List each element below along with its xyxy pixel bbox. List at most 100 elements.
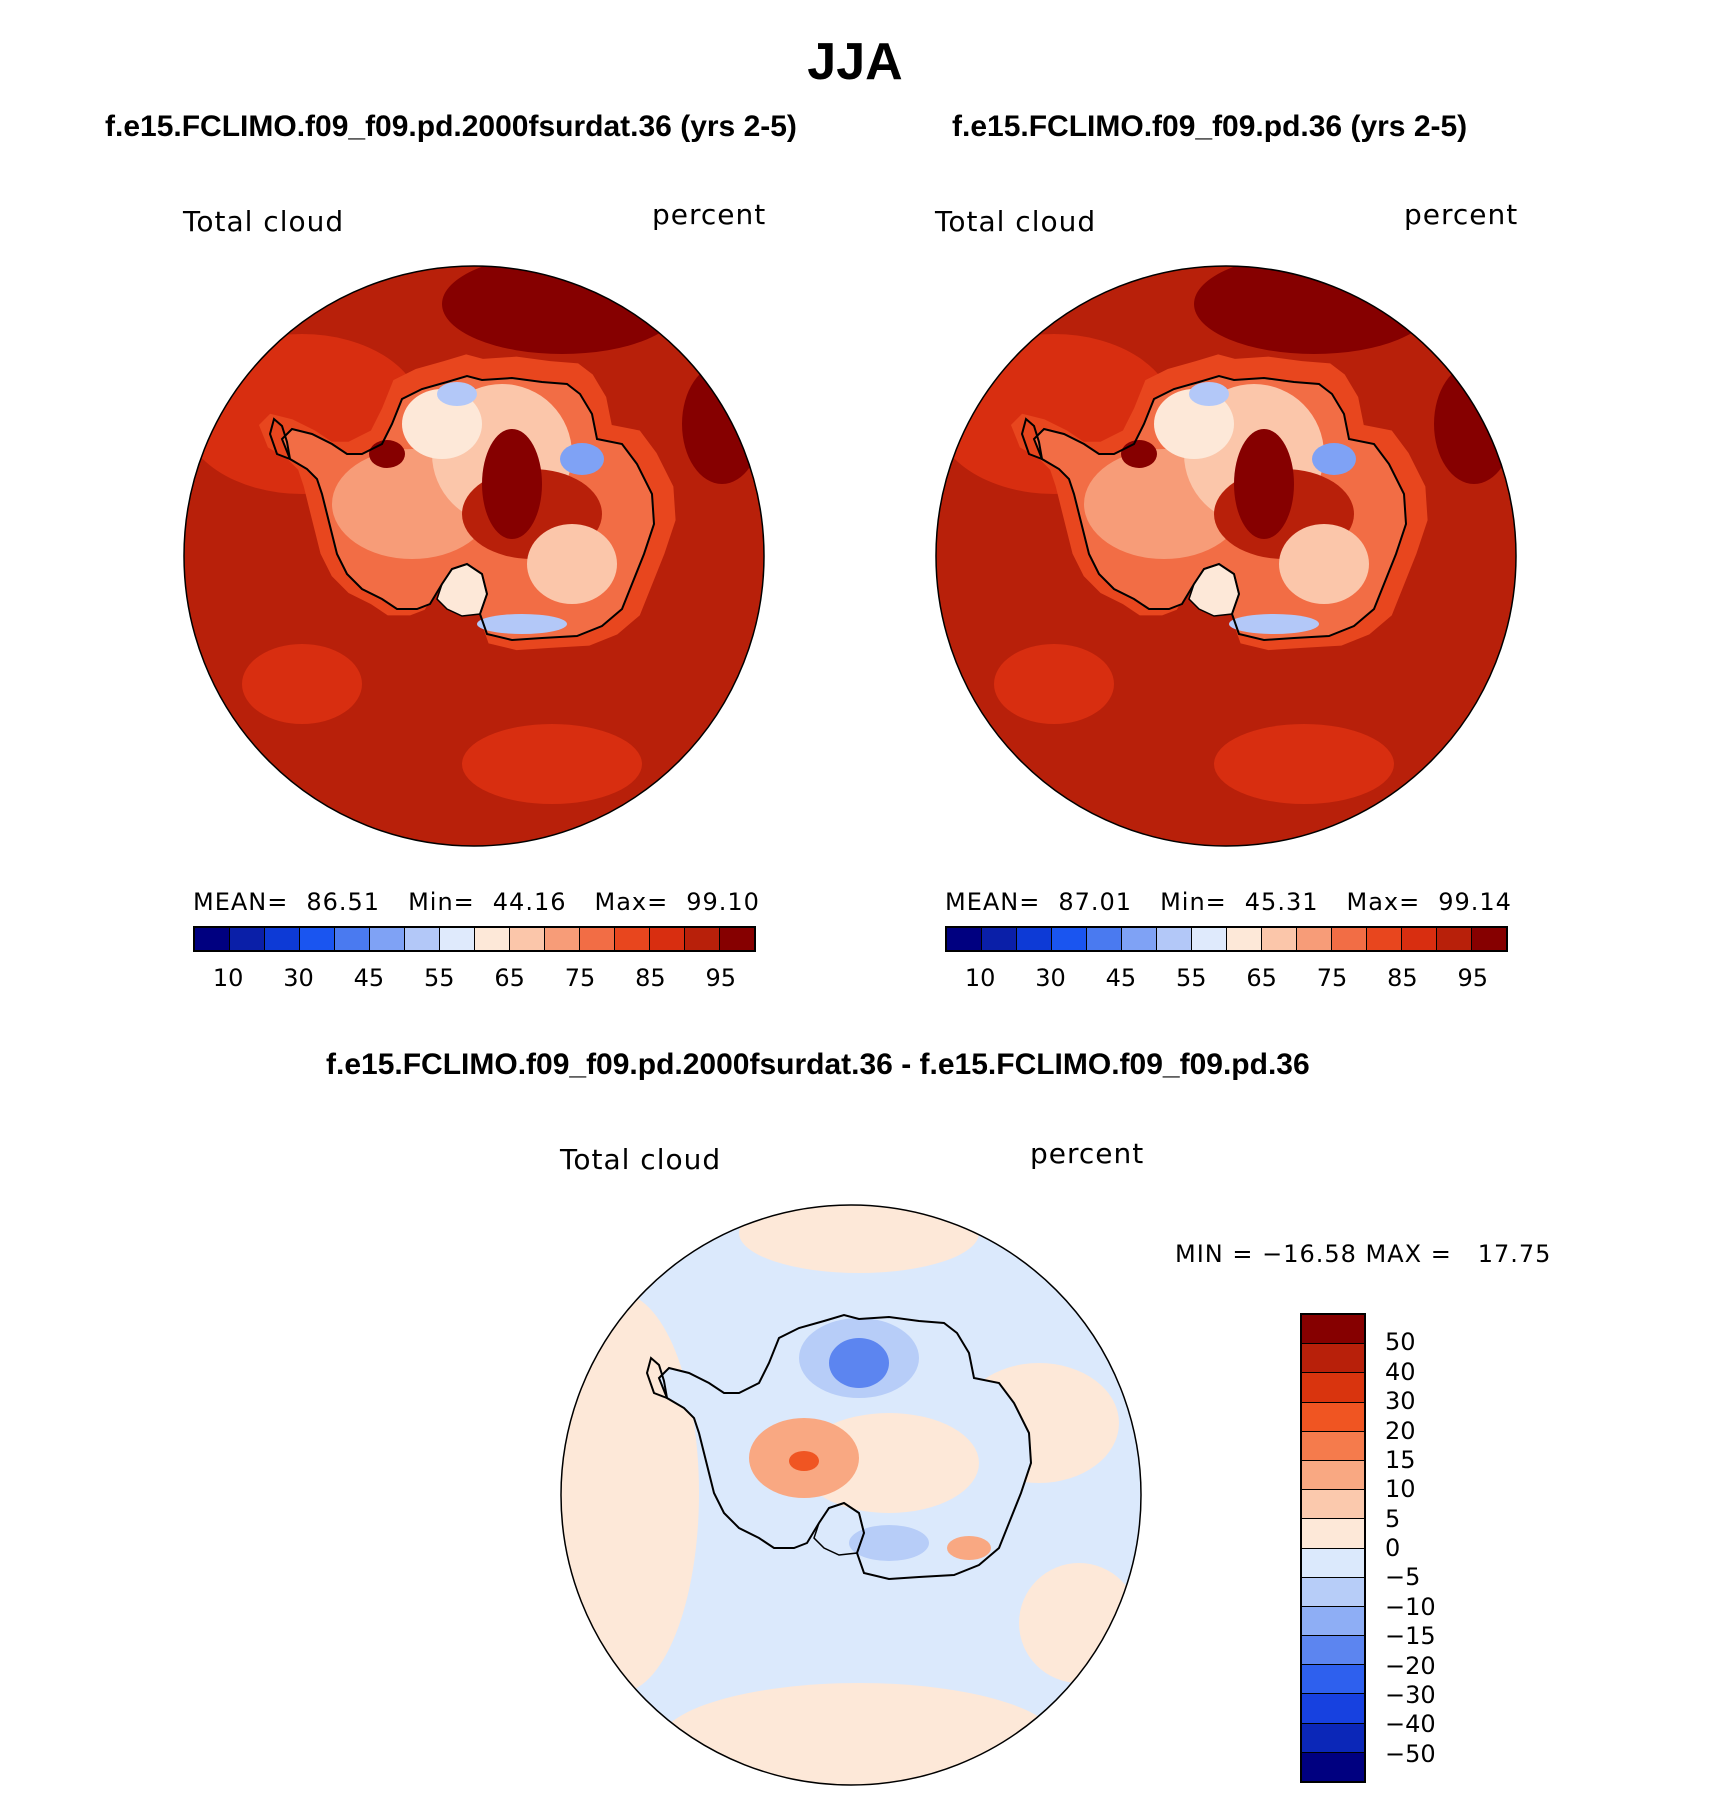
panel-2-title: f.e15.FCLIMO.f09_f09.pd.36 (yrs 2-5)	[952, 110, 1468, 143]
colorbar-swatch	[1262, 928, 1297, 950]
panel-2-map	[935, 265, 1517, 847]
colorbar-swatch	[1297, 928, 1332, 950]
colorbar-swatch	[1302, 1315, 1364, 1345]
colorbar-swatch	[1302, 1636, 1364, 1666]
colorbar-tick-label: 30	[283, 964, 314, 992]
diff-panel-variable-label: Total cloud	[560, 1143, 722, 1176]
colorbar-swatch	[720, 928, 754, 950]
colorbar-tick-label: 55	[1176, 964, 1207, 992]
colorbar-swatch	[1302, 1402, 1364, 1432]
colorbar-tick-label: 20	[1385, 1416, 1416, 1445]
colorbar-swatch	[1302, 1490, 1364, 1520]
figure-title: JJA	[807, 33, 903, 91]
colorbar-tick-label: −20	[1385, 1651, 1436, 1680]
colorbar-tick-label: −30	[1385, 1680, 1436, 1709]
colorbar-tick-label: 0	[1385, 1534, 1401, 1562]
colorbar-tick-label: 65	[1246, 964, 1277, 992]
colorbar-swatch	[1302, 1752, 1364, 1781]
panel-2-variable-label: Total cloud	[935, 205, 1097, 238]
panel-1-title: f.e15.FCLIMO.f09_f09.pd.2000fsurdat.36 (…	[105, 110, 797, 143]
panel-2-colorbar-ticks: 10 30 45 55 65 75 85 95	[945, 964, 1508, 994]
panel-1-units-label: percent	[652, 198, 767, 231]
colorbar-tick-label: 85	[635, 964, 666, 992]
colorbar-swatch	[1302, 1373, 1364, 1403]
panel-1-map	[183, 265, 765, 847]
panel-1-variable-label: Total cloud	[183, 205, 345, 238]
colorbar-tick-label: 55	[424, 964, 455, 992]
colorbar-swatch	[1302, 1460, 1364, 1491]
colorbar-swatch	[1302, 1431, 1364, 1461]
colorbar-tick-label: 10	[1385, 1475, 1416, 1504]
colorbar-swatch	[1367, 928, 1402, 950]
diff-panel-map	[560, 1204, 1142, 1786]
colorbar-tick-label: −50	[1385, 1739, 1436, 1768]
colorbar-tick-label: 75	[1316, 964, 1348, 992]
colorbar-tick-label: 30	[1385, 1387, 1416, 1416]
colorbar-swatch	[1332, 928, 1367, 950]
colorbar-swatch	[1087, 928, 1122, 950]
colorbar-tick-label: 45	[1105, 964, 1137, 992]
colorbar-swatch	[300, 928, 335, 950]
colorbar-swatch	[615, 928, 650, 950]
colorbar-swatch	[1402, 928, 1437, 950]
panel-2-stats: MEAN= 87.01 Min= 45.31 Max= 99.14	[945, 888, 1512, 916]
colorbar-swatch	[1052, 928, 1087, 950]
panel-2-colorbar	[945, 926, 1508, 952]
colorbar-swatch	[1302, 1548, 1364, 1578]
colorbar-tick-label: 30	[1035, 964, 1066, 992]
colorbar-tick-label: −40	[1385, 1710, 1436, 1739]
colorbar-swatch	[1192, 928, 1227, 950]
colorbar-swatch	[982, 928, 1017, 950]
colorbar-swatch	[405, 928, 440, 950]
colorbar-swatch	[1157, 928, 1192, 950]
diff-panel-title: f.e15.FCLIMO.f09_f09.pd.2000fsurdat.36 -…	[326, 1048, 1310, 1081]
colorbar-swatch	[335, 928, 370, 950]
colorbar-swatch	[947, 928, 982, 950]
colorbar-swatch	[1472, 928, 1506, 950]
diff-panel-minmax: MIN = −16.58 MAX = 17.75	[1175, 1240, 1552, 1268]
colorbar-tick-label: 40	[1385, 1357, 1416, 1386]
colorbar-swatch	[545, 928, 580, 950]
colorbar-tick-label: −15	[1385, 1622, 1436, 1651]
colorbar-tick-label: 95	[705, 964, 737, 992]
panel-2-units-label: percent	[1404, 198, 1519, 231]
colorbar-tick-label: −5	[1385, 1563, 1421, 1592]
panel-1-colorbar	[193, 926, 756, 952]
colorbar-tick-label: 50	[1385, 1328, 1416, 1357]
panel-1-stats: MEAN= 86.51 Min= 44.16 Max= 99.10	[193, 888, 760, 916]
colorbar-tick-label: 45	[353, 964, 385, 992]
colorbar-tick-label: 5	[1385, 1504, 1401, 1533]
colorbar-swatch	[1437, 928, 1472, 950]
colorbar-swatch	[1122, 928, 1157, 950]
colorbar-swatch	[265, 928, 300, 950]
colorbar-swatch	[1302, 1665, 1364, 1695]
colorbar-swatch	[1302, 1694, 1364, 1724]
colorbar-tick-label: 85	[1387, 964, 1418, 992]
diff-panel-colorbar-ticks: 50 40 30 20 15 10 5 0 −5 −10 −15 −20 −30 −40 −50	[1385, 1313, 1465, 1783]
colorbar-swatch	[1302, 1344, 1364, 1374]
colorbar-swatch	[230, 928, 265, 950]
colorbar-swatch	[580, 928, 615, 950]
colorbar-swatch	[440, 928, 475, 950]
colorbar-tick-label: 95	[1457, 964, 1489, 992]
colorbar-swatch	[1302, 1519, 1364, 1549]
colorbar-swatch	[1227, 928, 1262, 950]
colorbar-tick-label: 10	[964, 964, 996, 992]
panel-1-colorbar-ticks: 10 30 45 55 65 75 85 95	[193, 964, 756, 994]
colorbar-swatch	[1302, 1723, 1364, 1753]
colorbar-swatch	[475, 928, 510, 950]
colorbar-tick-label: 15	[1385, 1445, 1416, 1474]
colorbar-swatch	[510, 928, 545, 950]
colorbar-swatch	[370, 928, 405, 950]
colorbar-swatch	[1302, 1577, 1364, 1607]
colorbar-tick-label: 10	[212, 964, 244, 992]
colorbar-swatch	[685, 928, 720, 950]
colorbar-tick-label: −10	[1385, 1592, 1436, 1621]
colorbar-swatch	[1017, 928, 1052, 950]
colorbar-swatch	[650, 928, 685, 950]
diff-panel-colorbar	[1300, 1313, 1366, 1783]
colorbar-swatch	[1302, 1606, 1364, 1637]
colorbar-tick-label: 65	[494, 964, 525, 992]
colorbar-tick-label: 75	[564, 964, 596, 992]
colorbar-swatch	[195, 928, 230, 950]
